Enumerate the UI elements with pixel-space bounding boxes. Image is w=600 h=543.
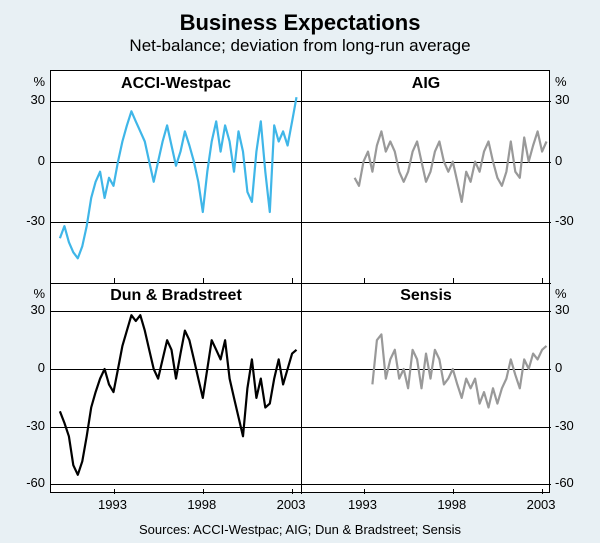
x-tick-label: 1993	[93, 497, 133, 512]
panel-title-aig: AIG	[301, 75, 551, 93]
y-tick-label: 30	[5, 92, 45, 107]
x-tick-label: 1998	[432, 497, 472, 512]
chart-subtitle: Net-balance; deviation from long-run ave…	[0, 36, 600, 56]
series-sensis	[51, 71, 551, 494]
panel-title-dun: Dun & Bradstreet	[51, 287, 301, 305]
y-unit-label: %	[5, 286, 45, 301]
y-unit-label: %	[555, 74, 595, 89]
x-tick-label: 1993	[343, 497, 383, 512]
y-unit-label: %	[5, 74, 45, 89]
y-tick-label: 30	[555, 302, 595, 317]
chart-container: Business Expectations Net-balance; devia…	[0, 0, 600, 543]
y-tick-label: -60	[5, 475, 45, 490]
y-tick-label: 0	[555, 153, 595, 168]
panel-title-sensis: Sensis	[301, 287, 551, 305]
y-tick-label: 30	[555, 92, 595, 107]
y-tick-label: 30	[5, 302, 45, 317]
chart-title: Business Expectations	[0, 0, 600, 36]
y-tick-label: -60	[555, 475, 595, 490]
y-tick-label: 0	[5, 360, 45, 375]
sources-text: Sources: ACCI-Westpac; AIG; Dun & Bradst…	[0, 522, 600, 537]
y-tick-label: -30	[5, 418, 45, 433]
y-tick-label: 0	[555, 360, 595, 375]
y-tick-label: -30	[555, 418, 595, 433]
y-tick-label: -30	[5, 213, 45, 228]
plot-area: ACCI-WestpacAIG Dun & BradstreetSensis	[50, 70, 550, 493]
panel-title-acci: ACCI-Westpac	[51, 75, 301, 93]
y-unit-label: %	[555, 286, 595, 301]
y-tick-label: -30	[555, 213, 595, 228]
x-tick-label: 1998	[182, 497, 222, 512]
x-tick-label: 2003	[271, 497, 311, 512]
y-tick-label: 0	[5, 153, 45, 168]
x-tick-label: 2003	[521, 497, 561, 512]
